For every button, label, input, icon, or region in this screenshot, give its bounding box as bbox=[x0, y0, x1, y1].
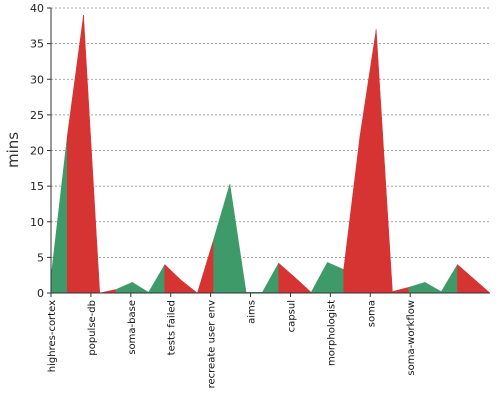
area-segment-23 bbox=[424, 281, 442, 294]
area-segment-3 bbox=[99, 289, 117, 294]
x-tick-label-soma: soma bbox=[366, 300, 377, 327]
y-tick-label-40: 40 bbox=[30, 2, 44, 15]
y-tick-labels: 0 5 10 15 20 25 30 35 40 bbox=[30, 2, 51, 300]
y-tick-label-30: 30 bbox=[30, 73, 44, 86]
area-segment-10 bbox=[213, 183, 231, 294]
y-tick-label-25: 25 bbox=[30, 109, 44, 122]
grid-lines bbox=[51, 7, 490, 258]
y-axis-title: mins bbox=[4, 132, 22, 168]
area-segment-0 bbox=[50, 136, 68, 294]
y-tick-label-15: 15 bbox=[30, 180, 44, 193]
area-segment-18 bbox=[343, 136, 361, 294]
area-segment-19 bbox=[359, 29, 377, 294]
area-segment-13 bbox=[262, 262, 279, 294]
area-series bbox=[50, 15, 491, 294]
area-segment-9 bbox=[196, 239, 214, 294]
area-segment-16 bbox=[310, 262, 328, 294]
x-tick-label-recreate-user-env: recreate user env bbox=[207, 300, 218, 388]
y-tick-label-10: 10 bbox=[30, 216, 44, 229]
x-tick-label-highres-cortex: highres-cortex bbox=[47, 300, 58, 372]
area-segment-21 bbox=[392, 286, 409, 294]
area-segment-24 bbox=[440, 263, 458, 294]
x-tick-label-soma-workflow: soma-workflow bbox=[406, 300, 417, 376]
area-segment-5 bbox=[132, 281, 149, 294]
x-tick-label-aims: aims bbox=[247, 300, 258, 324]
area-segment-11 bbox=[229, 183, 247, 294]
x-tick-labels: highres-cortex populse-db soma-base tests f… bbox=[47, 293, 417, 388]
y-tick-label-5: 5 bbox=[37, 251, 44, 264]
x-tick-label-soma-base: soma-base bbox=[127, 300, 138, 355]
area-segment-17 bbox=[327, 261, 344, 294]
area-segment-26 bbox=[473, 278, 491, 294]
area-segment-22 bbox=[408, 281, 426, 294]
x-tick-label-capsul: capsul bbox=[286, 300, 297, 332]
y-tick-label-20: 20 bbox=[30, 145, 44, 158]
y-tick-label-0: 0 bbox=[37, 287, 44, 300]
area-segment-1 bbox=[67, 15, 84, 294]
y-tick-label-35: 35 bbox=[30, 38, 44, 51]
area-segment-8 bbox=[180, 279, 199, 294]
area-segment-4 bbox=[115, 281, 133, 294]
area-segment-20 bbox=[375, 29, 393, 294]
area-segment-25 bbox=[457, 263, 474, 294]
area-segment-14 bbox=[278, 262, 296, 294]
area-segment-6 bbox=[148, 263, 166, 294]
area-segment-2 bbox=[83, 15, 101, 294]
area-segment-7 bbox=[164, 263, 182, 294]
x-tick-label-morphologist: morphologist bbox=[326, 300, 337, 366]
area-segment-15 bbox=[294, 276, 312, 294]
x-tick-label-tests-failed: tests failed bbox=[167, 300, 178, 355]
x-tick-label-populse-db: populse-db bbox=[87, 300, 98, 356]
